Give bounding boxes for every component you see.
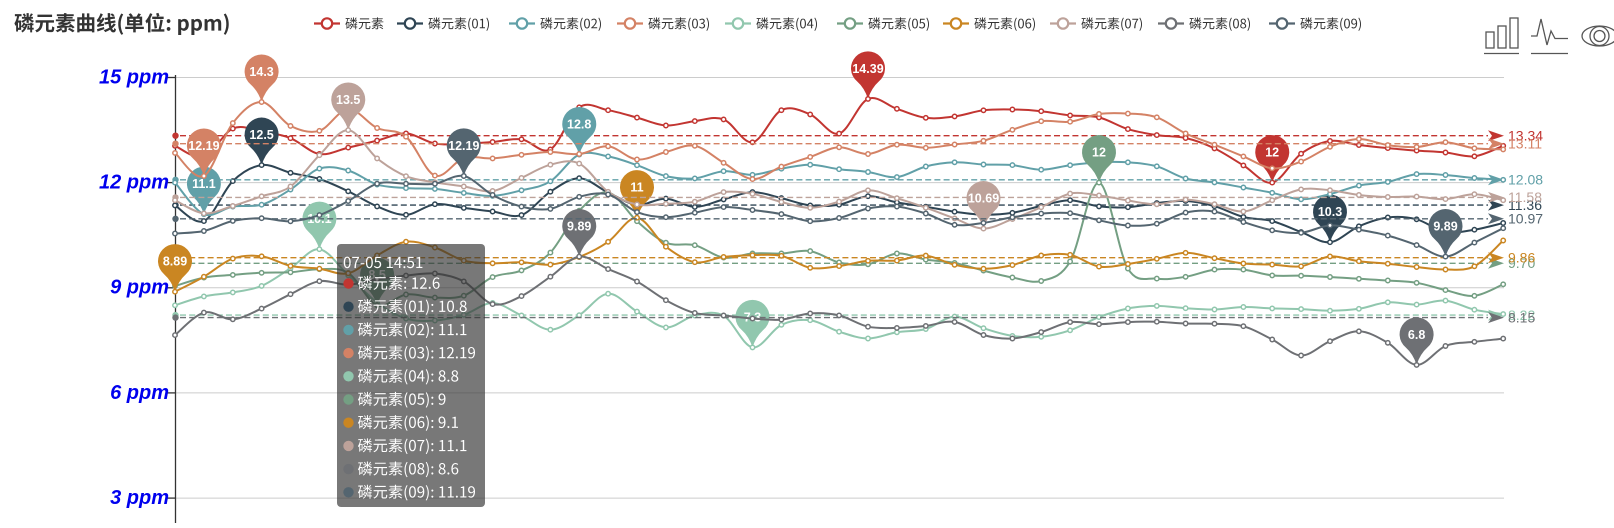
- svg-text:6 ppm: 6 ppm: [110, 382, 169, 404]
- svg-text:14.39: 14.39: [852, 62, 883, 76]
- svg-text:12.19: 12.19: [448, 139, 479, 153]
- svg-text:9.89: 9.89: [1433, 220, 1457, 234]
- svg-text:12.08: 12.08: [1508, 172, 1543, 188]
- svg-text:12.8: 12.8: [567, 118, 591, 132]
- svg-text:8.15: 8.15: [1508, 309, 1535, 325]
- svg-text:9.89: 9.89: [567, 220, 591, 234]
- svg-text:15 ppm: 15 ppm: [99, 66, 169, 88]
- svg-text:11.58: 11.58: [1508, 189, 1542, 205]
- svg-text:11: 11: [630, 181, 643, 195]
- svg-text:6.8: 6.8: [1408, 328, 1425, 342]
- svg-text:9.70: 9.70: [1508, 255, 1535, 271]
- svg-text:10.97: 10.97: [1508, 211, 1543, 227]
- svg-text:9.86: 9.86: [1508, 250, 1535, 266]
- svg-text:8.89: 8.89: [163, 255, 187, 269]
- svg-text:3 ppm: 3 ppm: [110, 487, 169, 509]
- svg-text:8.22: 8.22: [1508, 307, 1535, 323]
- svg-text:12.19: 12.19: [188, 139, 219, 153]
- svg-text:12 ppm: 12 ppm: [99, 171, 169, 193]
- svg-text:9 ppm: 9 ppm: [110, 277, 169, 299]
- svg-text:11.36: 11.36: [1508, 197, 1542, 213]
- svg-text:10.3: 10.3: [1318, 205, 1342, 219]
- svg-text:11.1: 11.1: [192, 177, 216, 191]
- svg-text:13.11: 13.11: [1508, 136, 1542, 152]
- svg-text:10.69: 10.69: [968, 192, 999, 206]
- svg-text:13.34: 13.34: [1508, 128, 1543, 144]
- svg-text:12: 12: [1265, 146, 1279, 160]
- svg-text:12.5: 12.5: [249, 128, 273, 142]
- svg-text:13.5: 13.5: [336, 93, 360, 107]
- svg-text:14.3: 14.3: [249, 65, 273, 79]
- svg-text:12: 12: [1092, 146, 1106, 160]
